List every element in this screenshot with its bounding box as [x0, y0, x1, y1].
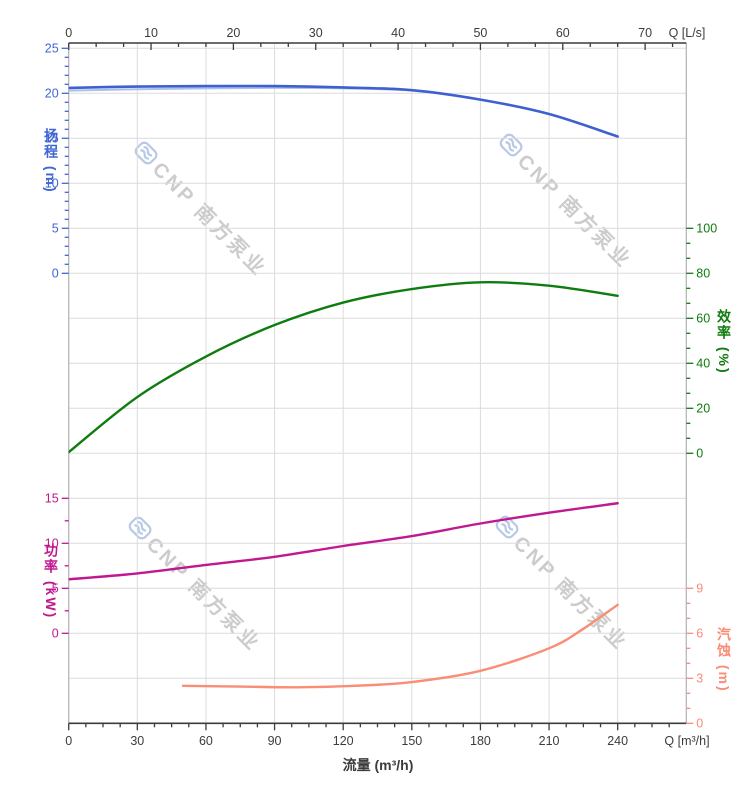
flow-axis-title: 流量 (m³/h) — [342, 757, 414, 773]
power-axis: 15 10 5 0 — [45, 492, 69, 641]
tick-label: 50 — [473, 26, 487, 40]
npsh-axis: 9 6 3 0 — [686, 582, 703, 731]
gridlines — [68, 43, 687, 724]
tick-label: 30 — [130, 734, 144, 748]
tick-label: 15 — [45, 132, 59, 146]
tick-label: CNP 南方泵业 — [148, 157, 272, 281]
tick-label: 0 — [65, 734, 72, 748]
power-axis-title: 功率 (kW) — [43, 543, 59, 620]
cnp-logo-watermark-icon — [499, 133, 523, 157]
efficiency-curve — [68, 280, 619, 454]
tick-label: 20 — [226, 26, 240, 40]
tick-label: 5 — [52, 222, 59, 236]
cnp-logo-watermark-icon — [134, 141, 158, 165]
head-axis: 25 20 15 10 5 0 — [45, 42, 69, 281]
tick-label: 0 — [52, 627, 59, 641]
tick-label: 60 — [199, 734, 213, 748]
npsh-curve — [181, 603, 619, 689]
curves — [68, 84, 619, 689]
tick-label: CNP 南方泵业 — [142, 532, 266, 656]
tick-label: 9 — [696, 582, 703, 596]
tick-label: 40 — [391, 26, 405, 40]
tick-label: 210 — [539, 734, 560, 748]
tick-label: 70 — [638, 26, 652, 40]
tick-label: 90 — [268, 734, 282, 748]
tick-label: 40 — [696, 357, 710, 371]
head-axis-title: 扬程 (m) — [43, 128, 59, 194]
tick-label: Q [m³/h] — [664, 734, 709, 748]
head-curve — [68, 84, 619, 138]
tick-label: 60 — [696, 312, 710, 326]
tick-label: 100 — [696, 222, 717, 236]
tick-label: 15 — [45, 492, 59, 506]
power-curve — [68, 502, 619, 581]
tick-label: 10 — [45, 177, 59, 191]
tick-label: 30 — [309, 26, 323, 40]
npsh-axis-title: 汽蚀 (m) — [716, 627, 732, 693]
cnp-watermark: CNP 南方泵业 — [499, 133, 637, 273]
tick-label: 25 — [45, 42, 59, 56]
cnp-watermark: CNP 南方泵业 — [134, 141, 272, 281]
bottom-axis: 0 30 60 90 120 150 180 210 240 Q [m³/h] — [65, 723, 710, 748]
tick-label: 3 — [696, 672, 703, 686]
tick-label: 180 — [470, 734, 491, 748]
cnp-watermark: CNP 南方泵业 — [128, 516, 266, 656]
tick-label: 10 — [144, 26, 158, 40]
tick-label: 0 — [52, 267, 59, 281]
tick-label: 5 — [52, 582, 59, 596]
top-axis: 0 10 20 30 40 50 60 70 Q [L/s] — [65, 26, 705, 50]
tick-label: 0 — [65, 26, 72, 40]
tick-label: 0 — [696, 447, 703, 461]
efficiency-axis-title: 效率 (%) — [716, 309, 732, 375]
tick-label: CNP 南方泵业 — [513, 149, 637, 273]
tick-label: Q [L/s] — [669, 26, 706, 40]
tick-label: 0 — [696, 717, 703, 731]
tick-label: 6 — [696, 627, 703, 641]
tick-label: 240 — [607, 734, 628, 748]
tick-label: 20 — [696, 402, 710, 416]
tick-label: 80 — [696, 267, 710, 281]
cnp-logo-watermark-icon — [128, 516, 152, 540]
tick-label: 120 — [333, 734, 354, 748]
tick-label: 20 — [45, 87, 59, 101]
efficiency-axis: 100 80 60 40 20 0 — [686, 222, 717, 461]
tick-label: 150 — [401, 734, 422, 748]
tick-label: 60 — [556, 26, 570, 40]
tick-label: 10 — [45, 537, 59, 551]
